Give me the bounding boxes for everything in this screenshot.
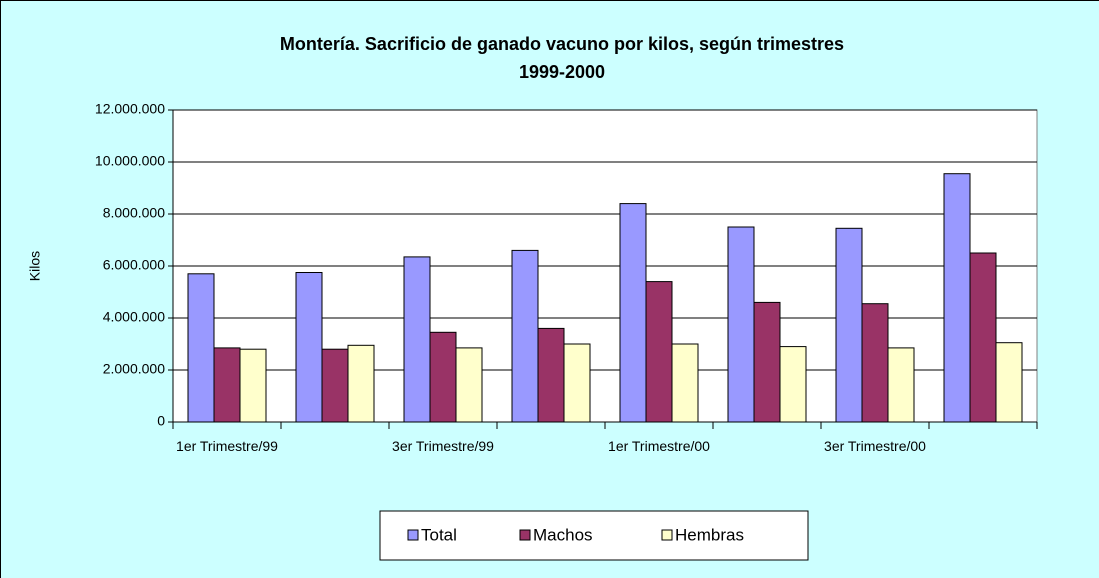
y-tick-label: 10.000.000 [95,153,165,169]
chart-subtitle: 1999-2000 [519,62,605,82]
bar [671,343,699,423]
bar [511,249,539,423]
y-tick-label: 4.000.000 [103,309,165,325]
y-tick-label: 0 [157,413,165,429]
legend-label: Machos [533,525,593,544]
bar [645,281,673,423]
bar [321,348,349,423]
bar [187,273,215,423]
bar [347,344,375,423]
bar [727,226,755,423]
chart-title: Montería. Sacrificio de ganado vacuno po… [280,34,844,54]
bar [537,327,565,423]
bar [619,203,647,423]
legend-swatch [519,529,531,541]
y-tick-label: 8.000.000 [103,205,165,221]
legend-label: Hembras [675,525,744,544]
bar [861,303,889,423]
y-tick-label: 12.000.000 [95,101,165,117]
bar [295,272,323,423]
bar [429,331,457,423]
bar [455,347,483,423]
bar [995,342,1023,423]
legend-box [379,510,809,561]
y-tick-label: 6.000.000 [103,257,165,273]
x-tick-label: 1er Trimestre/00 [608,438,710,454]
legend-swatch [661,529,673,541]
bar [887,347,915,423]
x-tick-label: 1er Trimestre/99 [176,438,278,454]
y-axis-title: Kilos [27,251,43,281]
bar [969,252,997,423]
bar [403,256,431,423]
bar [779,346,807,423]
x-tick-label: 3er Trimestre/00 [824,438,926,454]
legend-swatch [407,529,419,541]
x-tick-label: 3er Trimestre/99 [392,438,494,454]
legend-label: Total [421,525,457,544]
y-tick-label: 2.000.000 [103,361,165,377]
bar [213,347,241,423]
bar [943,173,971,423]
bar [563,343,591,423]
bar [239,348,267,423]
bar [753,301,781,423]
bar [835,227,863,423]
